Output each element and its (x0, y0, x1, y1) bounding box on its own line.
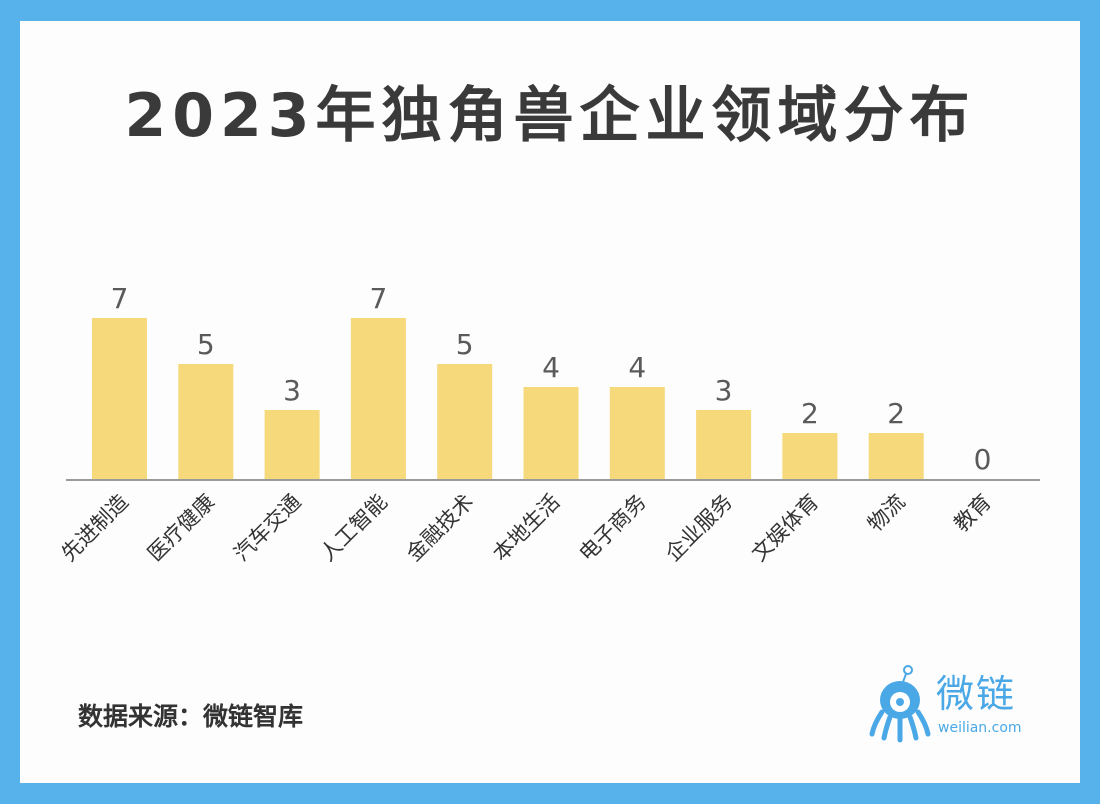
bar (523, 387, 579, 479)
octopus-mascot-icon (869, 665, 931, 743)
bar (350, 318, 406, 479)
bar-value-label: 5 (456, 328, 474, 361)
bar-value-label: 3 (715, 374, 733, 407)
bar (868, 433, 924, 479)
bar (178, 364, 234, 479)
bar-value-label: 7 (111, 282, 129, 315)
brand-name: 微链 (936, 672, 1017, 716)
category-tick-label: 先进制造 (57, 490, 133, 566)
category-tick-label: 教育 (949, 490, 996, 537)
bar (437, 364, 493, 479)
category-tick-label: 汽车交通 (229, 490, 305, 566)
bar (92, 318, 147, 479)
bar-value-label: 5 (197, 328, 215, 361)
bar (264, 410, 320, 479)
category-tick-label: 人工智能 (316, 490, 392, 566)
category-tick-label: 电子商务 (574, 490, 650, 566)
category-tick-label: 医疗健康 (143, 490, 219, 566)
bar-value-label: 4 (628, 351, 646, 384)
category-tick-label: 企业服务 (661, 490, 737, 566)
brand-url: weilian.com (938, 720, 1022, 736)
bar-value-label: 3 (283, 374, 301, 407)
category-tick-label: 金融技术 (402, 490, 478, 566)
bar-value-label: 4 (542, 351, 560, 384)
category-tick-label: 本地生活 (488, 490, 564, 566)
category-tick-label: 文娱体育 (747, 490, 823, 566)
bar-value-label: 7 (369, 282, 387, 315)
bar (782, 433, 838, 479)
bar-value-label: 0 (974, 443, 992, 476)
bar (696, 410, 752, 479)
bar-value-label: 2 (801, 397, 819, 430)
bar-value-label: 2 (887, 397, 905, 430)
bar (609, 387, 665, 479)
chart-title: 2023年独角兽企业领域分布 (124, 81, 976, 151)
brand-logo: 微链 weilian.com (868, 664, 1048, 744)
bar-chart: 7 先进制造 5 医疗健康 3 汽车交通 7 人工智能 5 金融技术 4 本地生活 4 电子商务 3 企业服务… (57, 282, 1040, 566)
data-source-note: 数据来源：微链智库 (78, 702, 304, 731)
category-tick-label: 物流 (863, 490, 910, 537)
